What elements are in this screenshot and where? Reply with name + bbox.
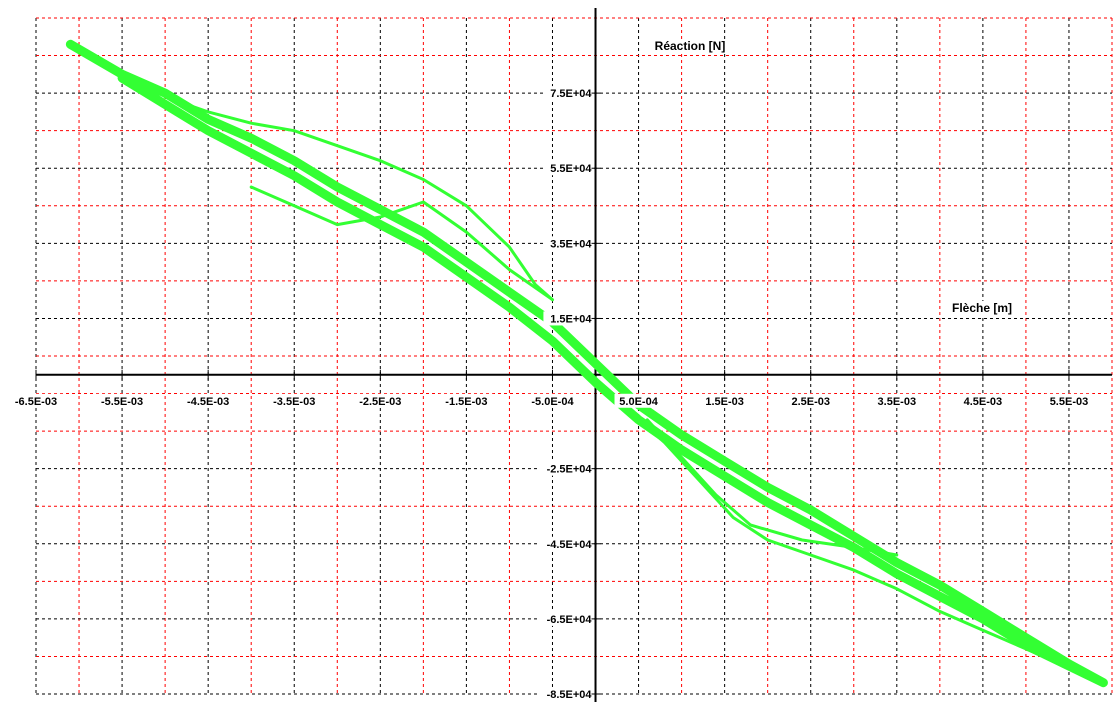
x-tick-label: 5.0E-04 [619,396,658,408]
x-tick-label: 2.5E-03 [791,396,830,408]
series-layer [65,39,1108,688]
y-tick-label: 7.5E+04 [550,88,592,100]
y-tick-label: -4.5E+04 [547,539,593,551]
x-tick-label: -5.0E-04 [531,396,574,408]
x-tick-label: -1.5E-03 [445,396,487,408]
x-tick-label-bg [872,393,921,408]
x-tick-label-bg [614,393,663,408]
y-tick-label: -2.5E+04 [547,464,593,476]
x-tick-label-bg [439,393,494,408]
x-tick-label-bg [267,393,322,408]
y-tick-label: -8.5E+04 [547,689,593,701]
x-tick-label: -3.5E-03 [273,396,315,408]
y-tick-label: 1.5E+04 [550,313,592,325]
series-line-4 [628,410,1071,670]
y-tick-label: 5.5E+04 [550,163,592,175]
labels-layer: -6.5E-03 -5.5E-03 -4.5E-03 -3.5E-03 -2.5E-03… [8,39,1094,701]
y-axis-title-bg [650,39,730,53]
x-tick-label: 1.5E-03 [705,396,744,408]
x-tick-label-bg [525,393,580,408]
x-tick-label: -5.5E-03 [101,396,143,408]
x-tick-label: -4.5E-03 [187,396,229,408]
x-tick-label: -2.5E-03 [359,396,401,408]
x-tick-label-bg [94,393,150,408]
axes [35,8,1112,702]
x-tick-label-bg [1044,393,1094,408]
y-tick-label: -6.5E+04 [547,614,593,626]
y-tick-label-bg [543,161,592,176]
series-line-5 [645,418,899,557]
y-tick-label-bg [537,536,592,551]
y-tick-label-bg [537,611,592,626]
y-tick-label-bg [537,461,592,476]
y-tick-label: 3.5E+04 [550,238,592,250]
x-tick-label-bg [353,393,408,408]
x-tick-label-bg [786,393,835,408]
x-tick-label-bg [180,393,236,408]
x-axis-title-bg [948,301,1016,315]
x-tick-label-bg [958,393,1007,408]
x-tick-label-bg [700,393,749,408]
y-tick-label-bg [543,236,592,251]
y-axis-title: Réaction [N] [655,39,726,53]
x-tick-label: 4.5E-03 [964,396,1003,408]
x-tick-label: 3.5E-03 [878,396,917,408]
x-tick-label: -6.5E-03 [15,396,57,408]
series-line-2 [163,95,554,302]
series-line-1 [65,39,1108,688]
x-tick-label-bg [8,393,64,408]
series-line-3 [249,185,554,302]
y-tick-label-bg [537,687,592,701]
x-tick-label: 5.5E-03 [1050,396,1089,408]
x-axis-title: Flèche [m] [952,301,1012,315]
y-tick-label-bg [543,86,592,101]
y-tick-label-bg [543,311,592,326]
